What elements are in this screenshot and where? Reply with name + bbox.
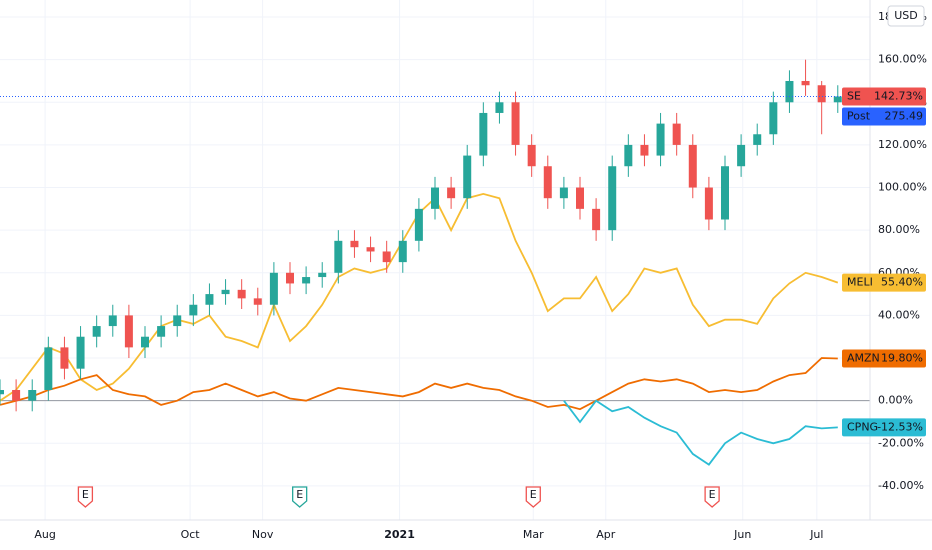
candle-body xyxy=(141,336,149,348)
candle-body xyxy=(286,272,294,284)
candle-body xyxy=(318,272,327,278)
candle-body xyxy=(463,155,472,199)
y-tick-label: 160.00% xyxy=(878,53,927,66)
candle-body xyxy=(769,102,778,135)
series-label-name: AMZN xyxy=(847,351,880,364)
y-tick-label: -20.00% xyxy=(878,436,924,449)
post-label-value: 275.49 xyxy=(885,109,924,122)
candle-body xyxy=(737,144,746,167)
series-label-box xyxy=(842,273,926,292)
candle-body xyxy=(124,315,133,348)
se-label-box xyxy=(842,87,926,106)
candle-body xyxy=(366,247,375,252)
candle-body xyxy=(398,240,407,263)
candle-body xyxy=(205,294,214,305)
se-label-value: 142.73% xyxy=(874,89,923,102)
candle-body xyxy=(414,208,423,241)
se-label-name: SE xyxy=(847,89,861,102)
currency-label: USD xyxy=(894,9,918,22)
series-line xyxy=(0,357,838,411)
candle-body xyxy=(189,304,198,316)
candle-body xyxy=(108,315,117,327)
candle-body xyxy=(28,390,37,401)
x-tick-label: Oct xyxy=(181,528,201,541)
x-tick-label: Apr xyxy=(596,528,616,541)
candle-body xyxy=(624,144,633,167)
candle-body xyxy=(753,134,762,145)
candle-body xyxy=(350,240,359,248)
x-tick-label: Nov xyxy=(252,528,274,541)
candle-body xyxy=(640,144,649,156)
earnings-label: E xyxy=(530,488,537,501)
candle-body xyxy=(495,102,504,113)
candle-body xyxy=(576,187,584,209)
y-tick-label: 40.00% xyxy=(878,308,920,321)
series-label-value: -12.53% xyxy=(877,420,923,433)
x-tick-label: 2021 xyxy=(384,528,415,541)
candle-body xyxy=(672,123,681,145)
candle-body xyxy=(431,187,439,209)
series-label-box xyxy=(842,349,926,368)
currency-box xyxy=(887,5,925,27)
earnings-label: E xyxy=(709,488,716,501)
candle-body xyxy=(543,166,552,199)
earnings-marker xyxy=(77,486,94,508)
candle-body xyxy=(237,289,246,299)
series-line xyxy=(563,399,838,466)
candle-body xyxy=(269,272,278,305)
x-tick-label: Aug xyxy=(34,528,55,541)
candle-body xyxy=(92,326,101,337)
x-tick-label: Jun xyxy=(733,528,751,541)
series-label-value: 55.40% xyxy=(881,276,923,289)
series-label-box xyxy=(842,418,926,437)
candle-body xyxy=(608,166,617,231)
candle-body xyxy=(76,336,85,369)
x-tick-label: Mar xyxy=(523,528,544,541)
candle-body xyxy=(721,166,729,220)
x-tick-label: Jul xyxy=(809,528,823,541)
y-tick-label: 100.00% xyxy=(878,181,927,194)
y-tick-label: -40.00% xyxy=(878,479,924,492)
candle-body xyxy=(785,80,794,103)
candle-body xyxy=(302,277,311,284)
y-tick-label: 0.00% xyxy=(878,394,913,407)
candle-body xyxy=(592,208,601,231)
earnings-label: E xyxy=(296,488,303,501)
post-label-box xyxy=(842,107,926,126)
candle-body xyxy=(0,390,4,395)
earnings-marker xyxy=(292,486,308,508)
candle-body xyxy=(60,347,69,369)
candle-body xyxy=(479,112,488,156)
candle-body xyxy=(656,123,665,156)
earnings-marker xyxy=(525,486,541,508)
candle-body xyxy=(817,85,826,103)
candle-body xyxy=(559,187,568,199)
candle-body xyxy=(704,187,713,220)
candle-body xyxy=(157,326,166,337)
candle-body xyxy=(44,347,53,390)
y-tick-label: 120.00% xyxy=(878,138,927,151)
candle-body xyxy=(173,315,182,327)
candle-body xyxy=(527,144,536,167)
candle-body xyxy=(221,289,230,295)
candle-body xyxy=(801,80,810,86)
candle-body xyxy=(382,251,391,263)
candle-body xyxy=(447,187,456,199)
y-tick-label: 80.00% xyxy=(878,223,920,236)
post-label-name: Post xyxy=(847,109,871,122)
candle-body xyxy=(253,298,262,305)
candle-body xyxy=(833,96,842,103)
candle-body xyxy=(511,102,520,145)
earnings-label: E xyxy=(82,488,89,501)
candle-body xyxy=(12,390,21,401)
series-label-value: 19.80% xyxy=(881,351,923,364)
candle-body xyxy=(334,240,343,273)
candle-body xyxy=(688,144,697,188)
earnings-marker xyxy=(704,486,720,508)
series-label-name: MELI xyxy=(847,276,873,289)
series-label-name: CPNG xyxy=(847,420,878,433)
